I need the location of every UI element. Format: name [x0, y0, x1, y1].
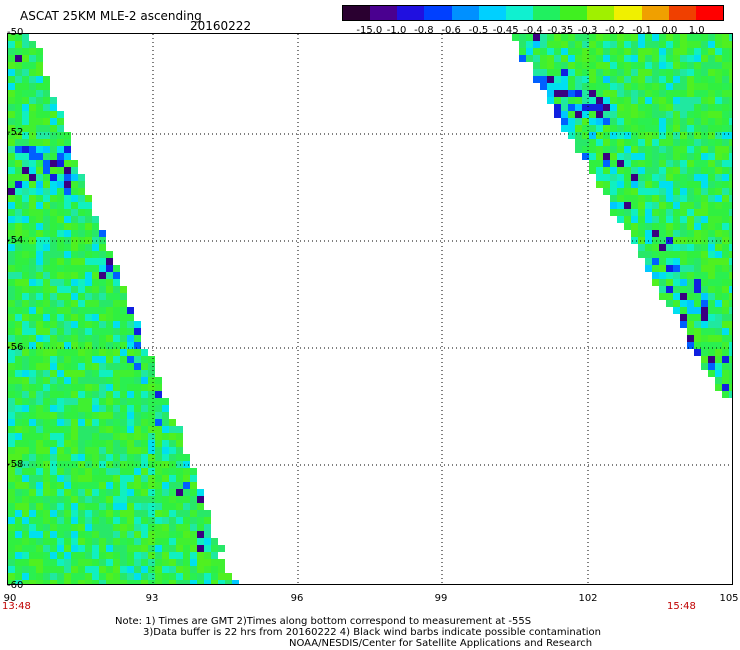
- colorbar-swatch: [614, 6, 642, 20]
- lon-label-93: 93: [145, 593, 159, 604]
- colorbar-label: 0.0: [661, 25, 678, 36]
- map-title: ASCAT 25KM MLE-2 ascending: [20, 9, 202, 23]
- colorbar-swatch: [641, 6, 669, 20]
- colorbar-swatch: [451, 6, 479, 20]
- time-left: 13:48: [2, 601, 31, 612]
- note-line-2: 3)Data buffer is 22 hrs from 20160222 4)…: [143, 627, 601, 638]
- lon-label-90: 90: [3, 593, 17, 604]
- colorbar-label: -0.35: [547, 25, 574, 36]
- lon-label-99: 99: [434, 593, 448, 604]
- lat-label-56: -56: [7, 342, 24, 353]
- colorbar-label: -0.2: [605, 25, 625, 36]
- colorbar-swatch: [505, 6, 533, 20]
- lat-label-54: -54: [7, 235, 24, 246]
- lat-label-58: -58: [7, 459, 24, 470]
- colorbar-swatch: [560, 6, 588, 20]
- colorbar-labels: -15.0 -1.0 -0.8 -0.6 -0.5 -0.45 -0.4 -0.35 -0.3-…: [330, 25, 740, 37]
- colorbar-label: -0.1: [632, 25, 652, 36]
- colorbar-swatch: [695, 6, 723, 20]
- colorbar-label: -0.3: [577, 25, 598, 36]
- colorbar-label: -0.6: [441, 25, 461, 36]
- colorbar-swatch: [532, 6, 561, 20]
- map-date: 20160222: [190, 19, 252, 33]
- swath-svg: [8, 34, 732, 584]
- lat-label-60: -60: [7, 580, 24, 591]
- time-right: 15:48: [667, 601, 696, 612]
- lat-label-50: -50: [7, 27, 24, 38]
- colorbar: [342, 5, 724, 21]
- colorbar-swatch: [397, 6, 425, 20]
- note-line-1: Note: 1) Times are GMT 2)Times along bot…: [115, 616, 532, 627]
- colorbar-label: -0.5: [468, 25, 489, 36]
- colorbar-label: -15.0: [356, 25, 383, 36]
- colorbar-swatch: [424, 6, 452, 20]
- lat-label-52: -52: [7, 127, 24, 138]
- colorbar-label: 1.0: [688, 25, 705, 36]
- colorbar-swatch: [478, 6, 506, 20]
- colorbar-swatch: [668, 6, 696, 20]
- note-line-3: NOAA/NESDIS/Center for Satellite Applica…: [289, 638, 593, 649]
- colorbar-swatch: [343, 6, 371, 20]
- colorbar-swatch: [370, 6, 398, 20]
- lon-label-102: 102: [578, 593, 598, 604]
- map-plot: [7, 33, 733, 585]
- lon-label-96: 96: [290, 593, 304, 604]
- colorbar-label: -0.45: [492, 25, 519, 36]
- lon-label-105: 105: [719, 593, 739, 604]
- colorbar-label: -1.0: [386, 25, 407, 36]
- colorbar-label: -0.4: [523, 25, 543, 36]
- colorbar-swatch: [587, 6, 615, 20]
- footnotes: Note: 1) Times are GMT 2)Times along bot…: [115, 616, 601, 649]
- colorbar-label: -0.8: [414, 25, 434, 36]
